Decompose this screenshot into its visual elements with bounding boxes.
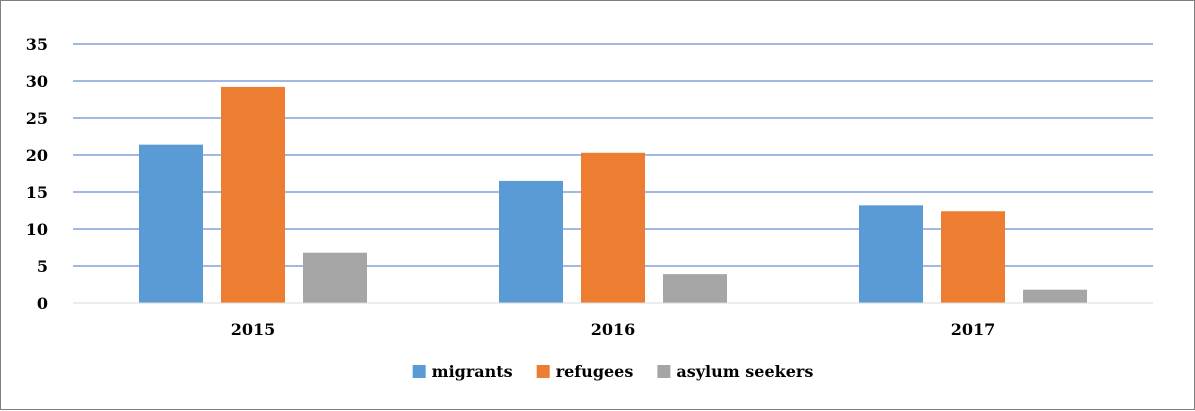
legend-label: refugees [556, 362, 634, 381]
y-tick-label: 15 [26, 183, 48, 202]
bar-refugees-2016 [581, 152, 645, 303]
legend-label: asylum seekers [676, 362, 813, 381]
bar-migrants-2015 [139, 144, 203, 303]
bar-refugees-2017 [941, 211, 1005, 303]
bar-migrants-2016 [499, 180, 563, 303]
x-tick-label: 2015 [231, 320, 276, 339]
bar-asylum-seekers-2016 [663, 274, 727, 303]
x-tick-label: 2016 [591, 320, 636, 339]
y-tick-label: 35 [26, 35, 48, 54]
y-axis-ticks: 0 5 10 15 20 25 30 35 [26, 35, 48, 313]
y-tick-label: 5 [37, 257, 48, 276]
x-tick-label: 2017 [951, 320, 996, 339]
bar-migrants-2017 [859, 205, 923, 303]
bars [139, 86, 1087, 303]
legend-label: migrants [432, 362, 513, 381]
legend-swatch-refugees [536, 365, 550, 378]
y-tick-label: 0 [37, 294, 48, 313]
bar-asylum-seekers-2015 [303, 252, 367, 303]
x-axis-ticks: 2015 2016 2017 [231, 320, 996, 339]
y-tick-label: 30 [26, 72, 48, 91]
y-tick-label: 25 [26, 109, 48, 128]
legend-swatch-migrants [412, 365, 426, 378]
bar-asylum-seekers-2017 [1023, 289, 1087, 303]
bar-refugees-2015 [221, 86, 285, 303]
legend: migrants refugees asylum seekers [412, 362, 813, 381]
legend-swatch-asylum-seekers [657, 365, 671, 378]
y-tick-label: 10 [26, 220, 48, 239]
y-tick-label: 20 [26, 146, 48, 165]
